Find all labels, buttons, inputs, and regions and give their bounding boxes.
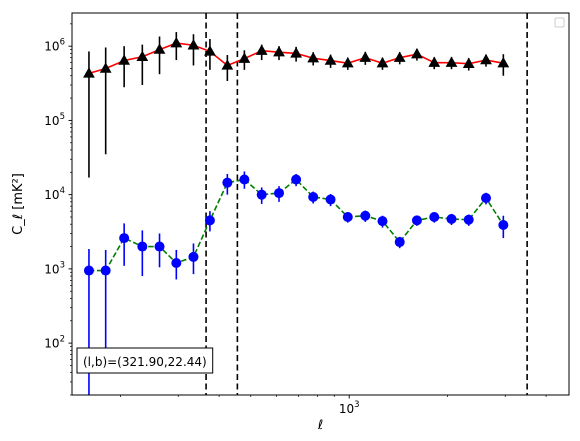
data-point bbox=[99, 62, 112, 73]
data-point bbox=[118, 54, 131, 65]
y-tick-label: 102 bbox=[44, 335, 65, 351]
tick-exponent: 6 bbox=[60, 38, 65, 48]
data-point bbox=[324, 54, 337, 65]
data-point bbox=[204, 45, 216, 56]
data-point bbox=[273, 45, 285, 57]
tick-base: 10 bbox=[44, 114, 59, 128]
tick-exponent: 2 bbox=[60, 335, 65, 345]
data-point bbox=[204, 215, 215, 226]
data-point bbox=[171, 258, 182, 269]
legend bbox=[554, 17, 565, 28]
annotation-box bbox=[76, 347, 214, 374]
data-point bbox=[428, 56, 441, 67]
tick-base: 10 bbox=[44, 188, 59, 202]
tick-exponent: 3 bbox=[60, 260, 65, 270]
data-point bbox=[429, 211, 440, 222]
data-point bbox=[394, 237, 405, 248]
y-tick-label: 104 bbox=[44, 186, 65, 202]
data-point bbox=[188, 251, 199, 262]
data-point bbox=[221, 59, 234, 70]
data-point bbox=[360, 210, 371, 221]
y-tick-label: 106 bbox=[44, 38, 65, 54]
data-point bbox=[256, 189, 267, 200]
data-point bbox=[463, 214, 474, 225]
data-point bbox=[290, 47, 302, 58]
series-layer bbox=[83, 32, 510, 395]
data-point bbox=[83, 265, 94, 276]
data-point bbox=[170, 36, 183, 48]
data-point bbox=[393, 51, 406, 62]
data-point bbox=[137, 241, 148, 252]
data-point bbox=[445, 56, 458, 67]
data-point bbox=[119, 233, 130, 244]
data-point bbox=[154, 241, 165, 252]
tick-exponent: 4 bbox=[60, 186, 65, 196]
data-point bbox=[376, 57, 389, 68]
axis-ticks bbox=[68, 23, 547, 399]
data-point bbox=[411, 215, 422, 226]
plot-frame bbox=[71, 12, 570, 396]
tick-exponent: 3 bbox=[354, 400, 359, 410]
data-point bbox=[481, 193, 492, 204]
series-2 bbox=[83, 171, 509, 395]
data-point bbox=[153, 43, 166, 54]
data-point bbox=[238, 52, 251, 63]
x-axis-label: ℓ bbox=[317, 418, 323, 433]
data-point bbox=[411, 48, 423, 59]
data-point bbox=[187, 39, 200, 50]
tick-base: 10 bbox=[44, 40, 59, 54]
y-axis-label: C_ℓ [mK²] bbox=[11, 173, 26, 235]
data-point bbox=[136, 50, 149, 61]
data-point bbox=[341, 57, 354, 68]
data-point bbox=[83, 67, 95, 78]
coordinates-annotation: (l,b)=(321.90,22.44) bbox=[76, 347, 214, 374]
data-point bbox=[359, 51, 372, 62]
data-point bbox=[274, 188, 285, 199]
series-1 bbox=[83, 32, 510, 178]
data-point bbox=[222, 177, 233, 188]
data-point bbox=[100, 265, 111, 276]
annotation-text: (l,b)=(321.90,22.44) bbox=[83, 355, 207, 369]
data-point bbox=[342, 211, 353, 222]
data-point bbox=[308, 191, 319, 202]
data-point bbox=[497, 57, 510, 68]
y-tick-label: 105 bbox=[44, 112, 65, 128]
data-point bbox=[325, 194, 336, 205]
tick-base: 10 bbox=[339, 402, 354, 416]
legend-box bbox=[554, 17, 565, 28]
tick-exponent: 5 bbox=[60, 112, 65, 122]
data-point bbox=[291, 174, 302, 185]
data-point bbox=[446, 213, 457, 224]
tick-base: 10 bbox=[44, 262, 59, 276]
data-point bbox=[498, 220, 509, 231]
data-point bbox=[255, 44, 268, 55]
data-point bbox=[462, 57, 475, 68]
data-point bbox=[480, 53, 492, 65]
vertical-marker-lines bbox=[205, 13, 528, 395]
series-line bbox=[88, 178, 505, 272]
x-tick-label: 103 bbox=[339, 400, 360, 416]
data-point bbox=[377, 216, 388, 227]
data-point bbox=[307, 51, 320, 63]
y-tick-label: 103 bbox=[44, 260, 65, 276]
data-point bbox=[239, 174, 250, 185]
tick-base: 10 bbox=[44, 337, 59, 351]
